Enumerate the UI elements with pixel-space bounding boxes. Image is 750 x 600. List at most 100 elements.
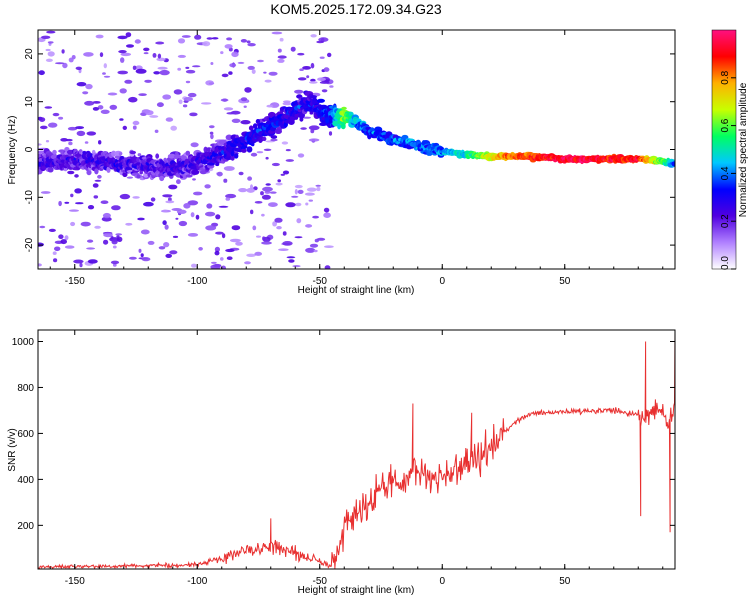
spectrogram-speckle-355 — [138, 248, 142, 253]
snr-ytick-label-2: 600 — [17, 429, 34, 440]
spectrogram-speckle-123 — [297, 52, 305, 56]
spectrogram-blob-478 — [52, 149, 57, 155]
spectrogram-speckle-329 — [317, 77, 326, 81]
spectrogram-speckle-148 — [45, 48, 51, 52]
spectrogram-speckle-279 — [168, 184, 178, 190]
snr-series-line — [38, 332, 675, 569]
spectrogram-speckle-249 — [99, 52, 104, 58]
spectrogram-blob-1181 — [252, 123, 258, 129]
spectrogram-speckle-183 — [76, 130, 86, 137]
spectrogram-speckle-25 — [189, 112, 198, 117]
spectrogram-speckle-79 — [47, 51, 55, 57]
spectrogram-speckle-200 — [144, 79, 152, 83]
spec-ytick-label-3: 10 — [24, 96, 35, 108]
spectrogram-speckle-412 — [220, 98, 229, 102]
spectrogram-speckle-56 — [271, 162, 280, 167]
spectrogram-speckle-410 — [319, 81, 330, 84]
snr-plot-area — [38, 330, 675, 569]
spectrogram-blob-1693 — [426, 151, 433, 156]
spectrogram-speckle-251 — [140, 253, 144, 258]
snr-x-label: Height of straight line (km) — [298, 585, 415, 596]
spectrogram-blob-709 — [118, 152, 123, 156]
spectrogram-speckle-57 — [67, 126, 78, 131]
spectrogram-speckle-294 — [38, 263, 42, 267]
spectrogram-speckle-166 — [145, 110, 154, 116]
spectrogram-speckle-336 — [224, 44, 233, 49]
snr-ytick-label-0: 200 — [17, 521, 34, 532]
spectrogram-speckle-87 — [159, 69, 170, 76]
spectrogram-speckle-323 — [315, 184, 322, 187]
spectrogram-speckle-386 — [282, 102, 292, 106]
spectrogram-speckle-208 — [64, 245, 75, 249]
spectrogram-speckle-113 — [100, 200, 109, 204]
spectrogram-speckle-357 — [119, 193, 131, 200]
spectrogram-blob-1049 — [215, 162, 220, 167]
spectrogram-speckle-259 — [299, 68, 304, 71]
spectrogram-speckle-283 — [277, 179, 282, 183]
spectrogram-speckle-49 — [296, 218, 302, 224]
spectrogram-speckle-72 — [209, 131, 214, 135]
spectrogram-speckle-127 — [158, 246, 166, 250]
spectrogram-speckle-295 — [238, 188, 248, 193]
spectrogram-speckle-257 — [323, 207, 330, 213]
spectrogram-speckle-375 — [291, 195, 299, 198]
spectrogram-blob-1489 — [340, 123, 346, 130]
spectrogram-speckle-100 — [211, 261, 217, 264]
spectrogram-speckle-48 — [117, 70, 128, 75]
spectrogram-speckle-394 — [156, 102, 164, 108]
spectrogram-speckle-282 — [328, 131, 333, 136]
colorbar-tick-label-0: 0.0 — [720, 256, 731, 270]
spectrogram-blob-1162 — [246, 146, 253, 153]
spectrogram-speckle-361 — [60, 138, 68, 142]
spectrogram-speckle-392 — [279, 37, 284, 42]
spectrogram-speckle-145 — [209, 125, 215, 129]
spectrogram-speckle-371 — [285, 202, 296, 208]
spectrogram-speckle-376 — [247, 176, 253, 181]
spectrogram-speckle-299 — [58, 116, 64, 120]
spectrogram-speckle-32 — [64, 235, 69, 241]
spectrogram-speckle-214 — [102, 212, 111, 219]
spectrogram-speckle-275 — [229, 63, 237, 68]
spectrogram-speckle-286 — [111, 205, 121, 211]
spectrogram-x-label: Height of straight line (km) — [298, 285, 415, 296]
spectrogram-speckle-250 — [79, 262, 83, 268]
spectrogram-speckle-84 — [257, 59, 264, 63]
spectrogram-speckle-55 — [263, 148, 272, 151]
spectrogram-speckle-341 — [215, 231, 224, 235]
spectrogram-speckle-1 — [231, 225, 241, 231]
spectrogram-speckle-207 — [285, 159, 294, 162]
spectrogram-blob-1315 — [289, 116, 296, 121]
spectrogram-x-axis: -150 -100 -50 0 50 — [49, 30, 664, 287]
spectrogram-speckle-53 — [137, 153, 142, 157]
spectrogram-speckle-328 — [226, 256, 233, 261]
spectrogram-speckle-366 — [270, 138, 278, 142]
spectrogram-speckle-146 — [122, 125, 128, 130]
spectrogram-speckle-0 — [225, 193, 237, 199]
spectrogram-speckle-50 — [268, 202, 278, 208]
spectrogram-speckle-370 — [163, 242, 170, 248]
spectrogram-speckle-27 — [97, 105, 104, 110]
spectrogram-speckle-202 — [208, 82, 215, 85]
spectrogram-speckle-304 — [294, 189, 298, 195]
spectrogram-blob-1102 — [230, 155, 235, 161]
spectrogram-speckle-81 — [265, 183, 271, 186]
spectrogram-speckle-416 — [191, 263, 197, 268]
spectrogram-speckle-316 — [84, 100, 95, 106]
spectrogram-speckle-348 — [109, 104, 118, 110]
spectrogram-speckle-209 — [288, 259, 295, 263]
spectrogram-speckle-290 — [240, 97, 248, 102]
spectrogram-speckle-128 — [98, 140, 102, 145]
spectrogram-speckle-235 — [305, 224, 313, 228]
spectrogram-blob-1410 — [316, 98, 325, 103]
spectrogram-speckle-236 — [235, 241, 243, 246]
spectrogram-blob-726 — [122, 172, 128, 178]
spectrogram-speckle-238 — [221, 265, 226, 269]
spectrogram-speckle-374 — [263, 71, 267, 74]
spectrogram-speckle-129 — [282, 241, 293, 246]
spectrogram-speckle-67 — [229, 238, 241, 243]
spectrogram-speckle-75 — [243, 105, 247, 108]
spectrogram-blob-839 — [155, 153, 160, 159]
spectrogram-speckle-36 — [107, 92, 118, 96]
spectrogram-speckle-267 — [119, 118, 124, 121]
